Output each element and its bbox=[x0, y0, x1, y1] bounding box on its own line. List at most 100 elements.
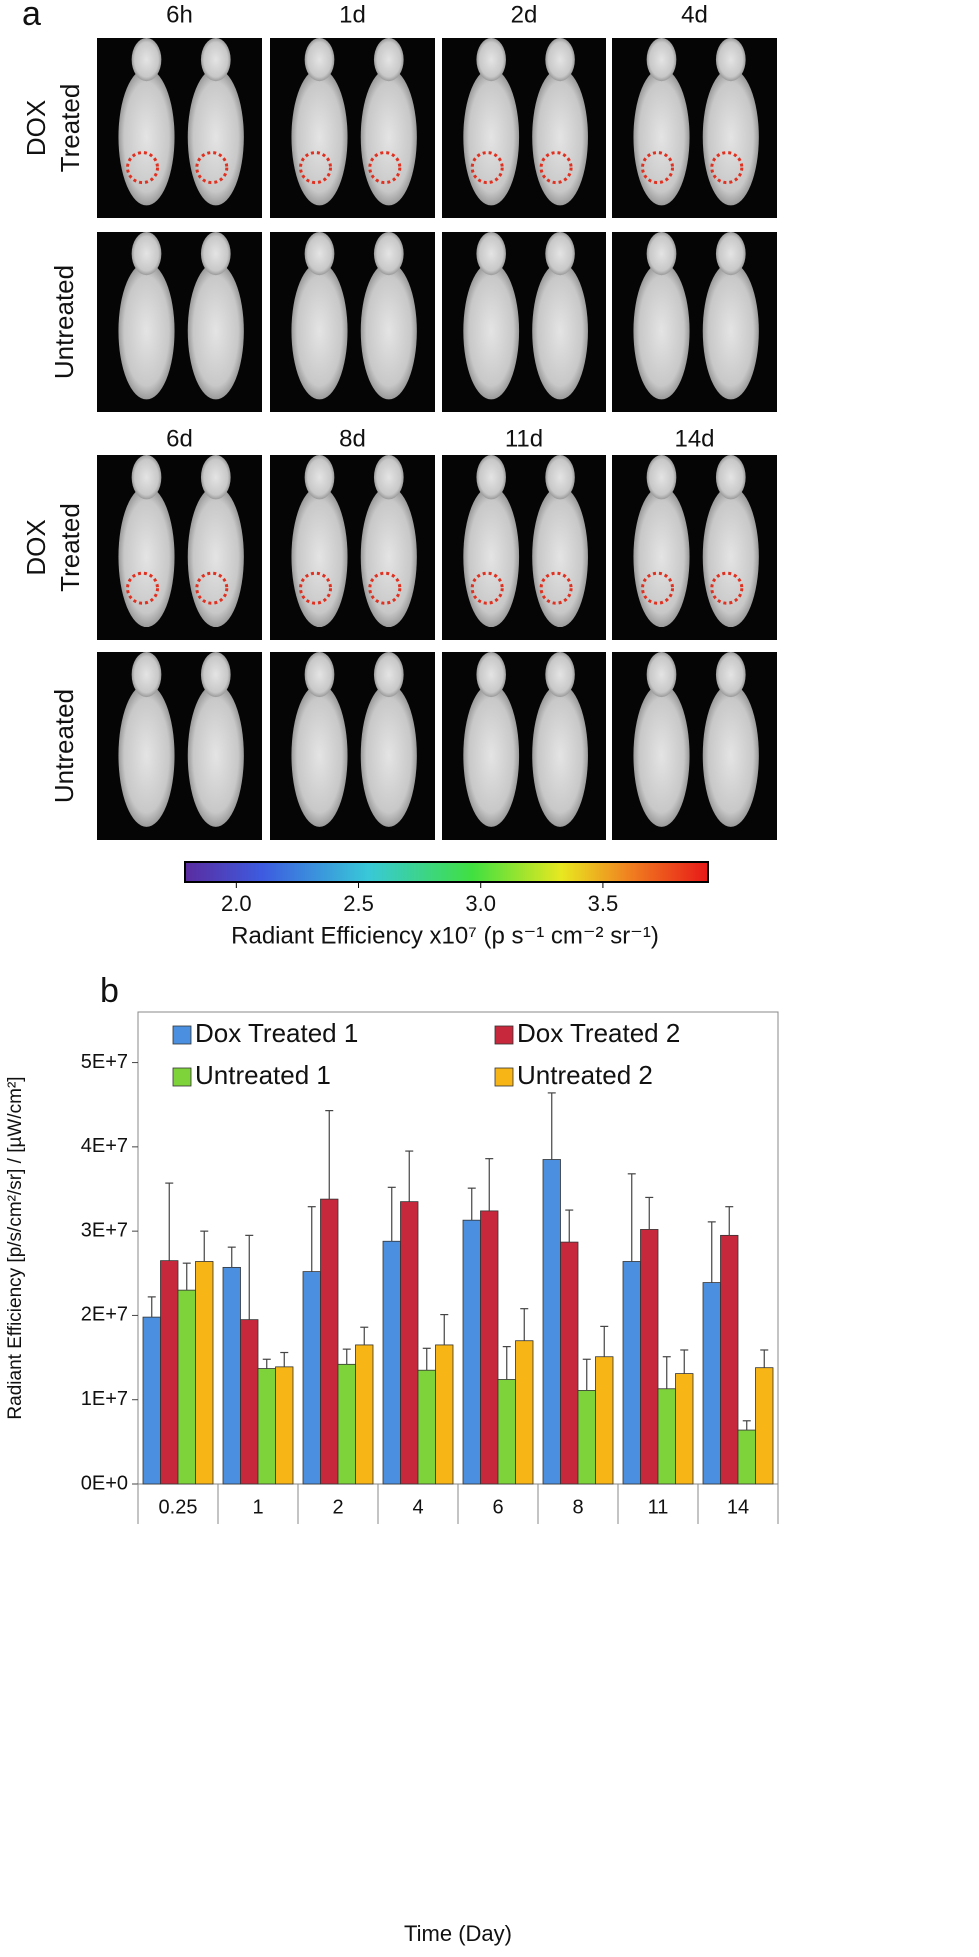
mouse-body bbox=[187, 683, 244, 827]
mouse-body bbox=[187, 262, 244, 400]
mouse-body bbox=[360, 683, 417, 827]
bar bbox=[400, 1201, 419, 1485]
colorbar bbox=[184, 861, 709, 883]
legend-swatch bbox=[172, 1067, 192, 1087]
mouse-head bbox=[304, 652, 335, 698]
error-bar bbox=[600, 1325, 609, 1357]
mouse-body bbox=[702, 262, 759, 400]
error-bar bbox=[405, 1150, 414, 1202]
tumor-marker bbox=[368, 571, 402, 605]
mouse-body bbox=[291, 486, 348, 628]
legend-label: Dox Treated 2 bbox=[517, 1018, 680, 1048]
legend-swatch bbox=[494, 1025, 514, 1045]
bar bbox=[275, 1366, 294, 1485]
timepoint-label: 2d bbox=[511, 1, 538, 28]
mouse-head bbox=[545, 232, 575, 276]
tumor-marker bbox=[470, 151, 504, 185]
legend-label: Dox Treated 1 bbox=[195, 1018, 358, 1048]
row-label: Treated bbox=[55, 503, 85, 592]
mouse-head bbox=[646, 652, 677, 698]
y-tick-label: 2E+7 bbox=[81, 1304, 128, 1326]
mouse-head bbox=[715, 232, 746, 276]
mouse-head bbox=[373, 455, 404, 500]
error-bar bbox=[485, 1158, 494, 1211]
mouse-body bbox=[291, 68, 348, 206]
error-bar bbox=[280, 1351, 289, 1367]
bar bbox=[675, 1373, 694, 1485]
mouse-body bbox=[291, 683, 348, 827]
error-bar bbox=[502, 1346, 511, 1380]
mouse-body bbox=[360, 68, 417, 206]
bar bbox=[240, 1319, 259, 1485]
y-tick-label: 4E+7 bbox=[81, 1135, 128, 1157]
error-bar bbox=[387, 1186, 396, 1242]
row-label: DOX bbox=[21, 100, 51, 156]
colorbar-label: Radiant Efficiency x10⁷ (p s⁻¹ cm⁻² sr⁻¹… bbox=[231, 922, 659, 949]
bar bbox=[702, 1282, 721, 1485]
bar bbox=[417, 1369, 436, 1485]
bar bbox=[497, 1379, 516, 1485]
tumor-marker bbox=[299, 151, 332, 185]
y-tick-label: 3E+7 bbox=[81, 1219, 128, 1241]
error-bar bbox=[760, 1349, 769, 1368]
mouse-body bbox=[633, 262, 690, 400]
mouse-head bbox=[545, 38, 575, 82]
error-bar bbox=[227, 1246, 236, 1268]
tumor-marker bbox=[195, 151, 229, 185]
bar bbox=[257, 1368, 276, 1485]
mouse-body bbox=[702, 683, 759, 827]
error-bar bbox=[725, 1206, 734, 1236]
bar bbox=[195, 1261, 214, 1485]
error-bar bbox=[520, 1308, 529, 1341]
error-bar bbox=[645, 1196, 654, 1230]
bar bbox=[595, 1356, 614, 1485]
mouse-body bbox=[118, 486, 175, 628]
mouse-head bbox=[715, 455, 746, 500]
tumor-marker bbox=[641, 151, 674, 185]
mouse-body bbox=[187, 486, 244, 628]
error-bar bbox=[582, 1358, 591, 1391]
mouse-body bbox=[118, 68, 175, 206]
mouse-head bbox=[200, 232, 231, 276]
mouse-head bbox=[545, 455, 575, 500]
mouse-head bbox=[131, 652, 162, 698]
panel-label: b bbox=[100, 972, 119, 1010]
bar bbox=[382, 1240, 401, 1485]
row-label: DOX bbox=[21, 519, 51, 575]
bar bbox=[515, 1340, 534, 1485]
bar bbox=[755, 1367, 774, 1485]
mouse-body bbox=[633, 683, 690, 827]
mouse-body bbox=[463, 68, 520, 206]
bar bbox=[320, 1198, 339, 1485]
mouse-head bbox=[131, 455, 162, 500]
x-tick-label: 0.25 bbox=[159, 1496, 198, 1518]
x-tick-label: 8 bbox=[572, 1496, 583, 1518]
mouse-head bbox=[304, 232, 335, 276]
x-tick-label: 2 bbox=[332, 1496, 343, 1518]
mouse-body bbox=[291, 262, 348, 400]
colorbar-tick-label: 3.0 bbox=[465, 891, 496, 916]
bar bbox=[355, 1344, 374, 1485]
mouse-head bbox=[200, 38, 231, 82]
y-tick-label: 5E+7 bbox=[81, 1051, 128, 1073]
x-tick-label: 11 bbox=[648, 1496, 669, 1518]
mouse-body bbox=[360, 262, 417, 400]
mouse-head bbox=[373, 38, 404, 82]
mouse-head bbox=[200, 455, 231, 500]
bar bbox=[657, 1388, 676, 1485]
mouse-body bbox=[702, 486, 759, 628]
tumor-marker bbox=[539, 571, 573, 605]
mouse-body bbox=[360, 486, 417, 628]
timepoint-label: 4d bbox=[681, 1, 708, 28]
tumor-marker bbox=[368, 151, 402, 185]
tumor-marker bbox=[195, 571, 229, 605]
error-bar bbox=[707, 1221, 716, 1283]
bar bbox=[640, 1229, 659, 1485]
mouse-head bbox=[476, 232, 506, 276]
panel-label: a bbox=[22, 0, 41, 33]
colorbar-tick-label: 2.0 bbox=[221, 891, 252, 916]
mouse-head bbox=[304, 455, 335, 500]
mouse-head bbox=[646, 232, 677, 276]
tumor-marker bbox=[539, 151, 573, 185]
